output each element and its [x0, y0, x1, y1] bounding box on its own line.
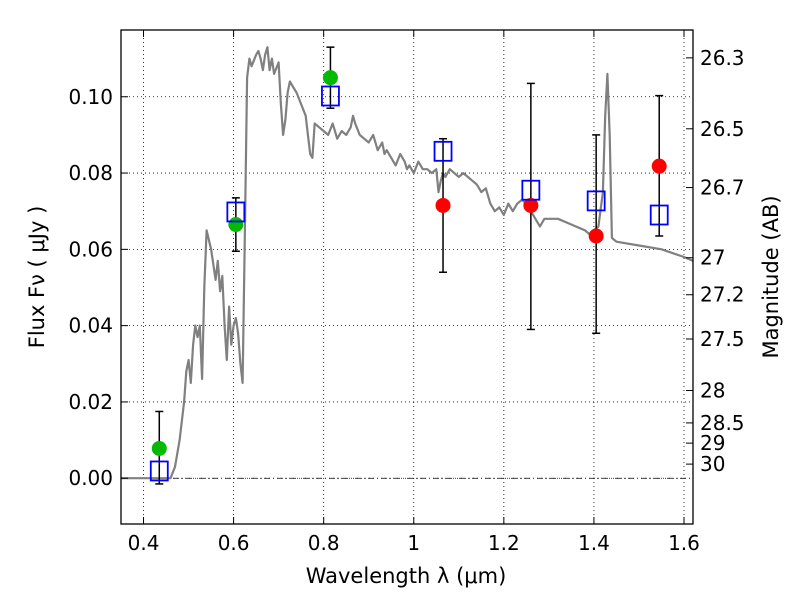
x-axis-ticks: 0.4 0.6 0.8 1 1.2 1.4 1.6	[128, 30, 700, 555]
data-point-circle	[588, 228, 604, 244]
magnitude-tick-label: 28.5	[700, 411, 745, 435]
x-tick-label: 0.8	[308, 531, 340, 555]
magnitude-tick-label: 29	[700, 431, 725, 455]
magnitude-tick-label: 27.5	[700, 327, 745, 351]
data-point-circle	[322, 70, 338, 86]
y-axis-title: Flux Fν ( μJy )	[25, 206, 49, 349]
magnitude-tick-label: 27	[700, 246, 725, 270]
magnitude-tick-label: 26.3	[700, 46, 745, 70]
y-tick-label: 0.04	[68, 314, 113, 338]
data-point-square	[149, 460, 169, 482]
y-tick-label: 0.00	[68, 466, 113, 490]
x-tick-label: 0.4	[128, 531, 160, 555]
x-tick-label: 1.2	[488, 531, 520, 555]
magnitude-tick-label: 27.2	[700, 283, 745, 307]
markers-group	[149, 70, 669, 482]
x-axis-title: Wavelength λ (μm)	[306, 564, 507, 588]
magnitude-tick-label: 26.7	[700, 176, 745, 200]
data-point-square	[586, 190, 606, 212]
x-tick-label: 1.6	[668, 531, 700, 555]
y-tick-label: 0.06	[68, 237, 113, 261]
x-tick-label: 0.6	[218, 531, 250, 555]
magnitude-tick-label: 30	[700, 452, 725, 476]
data-point-square	[321, 85, 340, 107]
data-point-square	[433, 140, 453, 162]
y-axis-ticks: 0.00 0.02 0.04 0.06 0.08 0.10	[68, 85, 128, 490]
data-point-square	[649, 204, 669, 226]
data-point-circle	[651, 158, 667, 174]
data-point-circle	[228, 217, 244, 233]
data-point-square	[521, 179, 541, 201]
magnitude-tick-label: 28	[700, 378, 725, 402]
magnitude-tick-label: 26.5	[700, 117, 745, 141]
y-tick-label: 0.08	[68, 161, 113, 185]
data-point-square	[226, 201, 246, 223]
grid-lines	[121, 30, 693, 524]
data-point-circle	[151, 440, 167, 456]
data-point-circle	[523, 197, 539, 213]
x-tick-label: 1	[407, 531, 420, 555]
x-tick-label: 1.4	[578, 531, 610, 555]
y-tick-label: 0.10	[68, 85, 113, 109]
magnitude-axis-title: Magnitude (AB)	[759, 195, 783, 358]
data-point-circle	[435, 197, 451, 213]
plot-frame	[120, 29, 694, 525]
y-tick-label: 0.02	[68, 390, 113, 414]
